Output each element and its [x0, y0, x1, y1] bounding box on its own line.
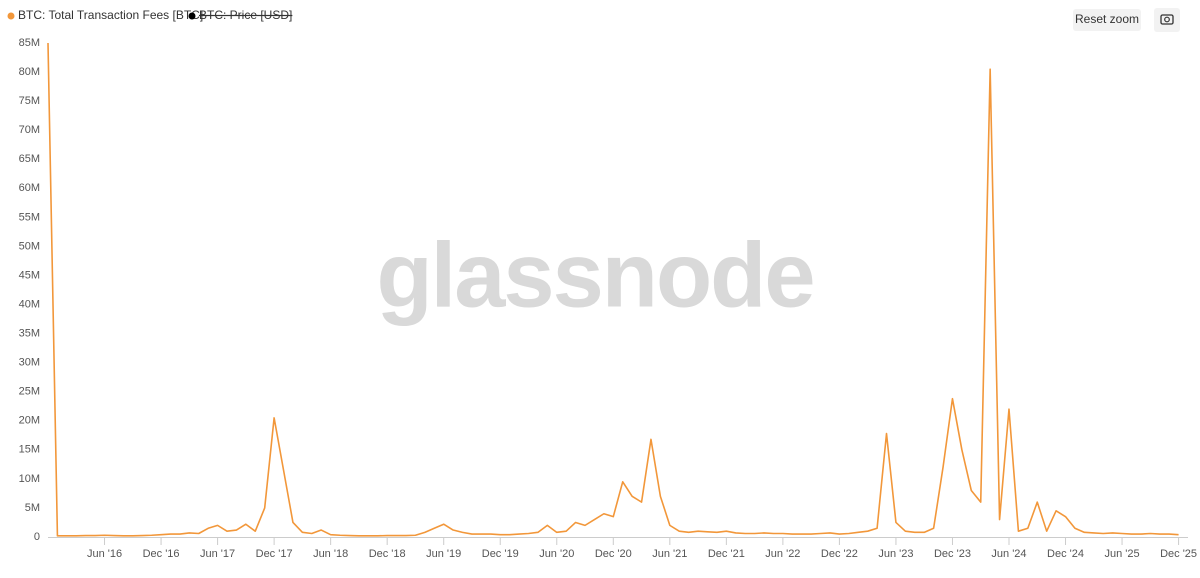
- watermark: glassnode: [376, 224, 813, 326]
- x-tick-label: Jun '23: [878, 548, 913, 560]
- y-tick-label: 5M: [25, 502, 40, 514]
- y-tick-label: 85M: [19, 37, 40, 49]
- legend-entry[interactable]: BTC: Total Transaction Fees [BTC]: [18, 8, 203, 22]
- legend-swatch: [188, 12, 196, 20]
- x-tick-label: Dec '20: [595, 548, 632, 560]
- y-tick-label: 25M: [19, 386, 40, 398]
- x-tick-label: Dec '16: [143, 548, 180, 560]
- y-tick-label: 35M: [19, 327, 40, 339]
- camera-icon: [1160, 14, 1174, 25]
- y-tick-label: 75M: [19, 95, 40, 107]
- x-tick-label: Jun '17: [200, 548, 235, 560]
- y-tick-label: 30M: [19, 357, 40, 369]
- x-tick-label: Jun '16: [87, 548, 122, 560]
- camera-lens: [1164, 16, 1170, 23]
- x-tick-label: Jun '20: [539, 548, 574, 560]
- x-tick-label: Jun '19: [426, 548, 461, 560]
- x-tick-label: Jun '21: [652, 548, 687, 560]
- x-tick-label: Jun '24: [991, 548, 1026, 560]
- y-tick-label: 80M: [19, 66, 40, 78]
- y-tick-label: 0: [34, 531, 40, 543]
- reset-zoom-button[interactable]: Reset zoom: [1073, 9, 1141, 31]
- x-tick-label: Dec '25: [1160, 548, 1197, 560]
- x-tick-label: Dec '24: [1047, 548, 1084, 560]
- y-tick-label: 20M: [19, 415, 40, 427]
- x-tick-label: Jun '18: [313, 548, 348, 560]
- x-tick-label: Dec '22: [821, 548, 858, 560]
- button-bg: [1073, 9, 1141, 31]
- y-tick-label: 65M: [19, 153, 40, 165]
- y-tick-label: 60M: [19, 182, 40, 194]
- y-tick-label: 45M: [19, 269, 40, 281]
- x-tick-label: Dec '21: [708, 548, 745, 560]
- button-bg: [1154, 8, 1180, 32]
- y-tick-label: 55M: [19, 211, 40, 223]
- x-tick-label: Dec '19: [482, 548, 519, 560]
- button-label: Reset zoom: [1075, 12, 1139, 26]
- camera-button[interactable]: [1154, 8, 1180, 32]
- x-tick-label: Jun '22: [765, 548, 800, 560]
- y-tick-label: 15M: [19, 444, 40, 456]
- y-tick-label: 70M: [19, 124, 40, 136]
- y-tick-label: 50M: [19, 240, 40, 252]
- y-tick-label: 10M: [19, 473, 40, 485]
- x-tick-label: Jun '25: [1104, 548, 1139, 560]
- legend-entry[interactable]: BTC: Price [USD]: [199, 8, 292, 22]
- legend-swatch: [7, 12, 15, 20]
- x-tick-label: Dec '18: [369, 548, 406, 560]
- y-tick-label: 40M: [19, 298, 40, 310]
- series-line: [47, 42, 1179, 537]
- x-tick-label: Dec '23: [934, 548, 971, 560]
- x-tick-label: Dec '17: [256, 548, 293, 560]
